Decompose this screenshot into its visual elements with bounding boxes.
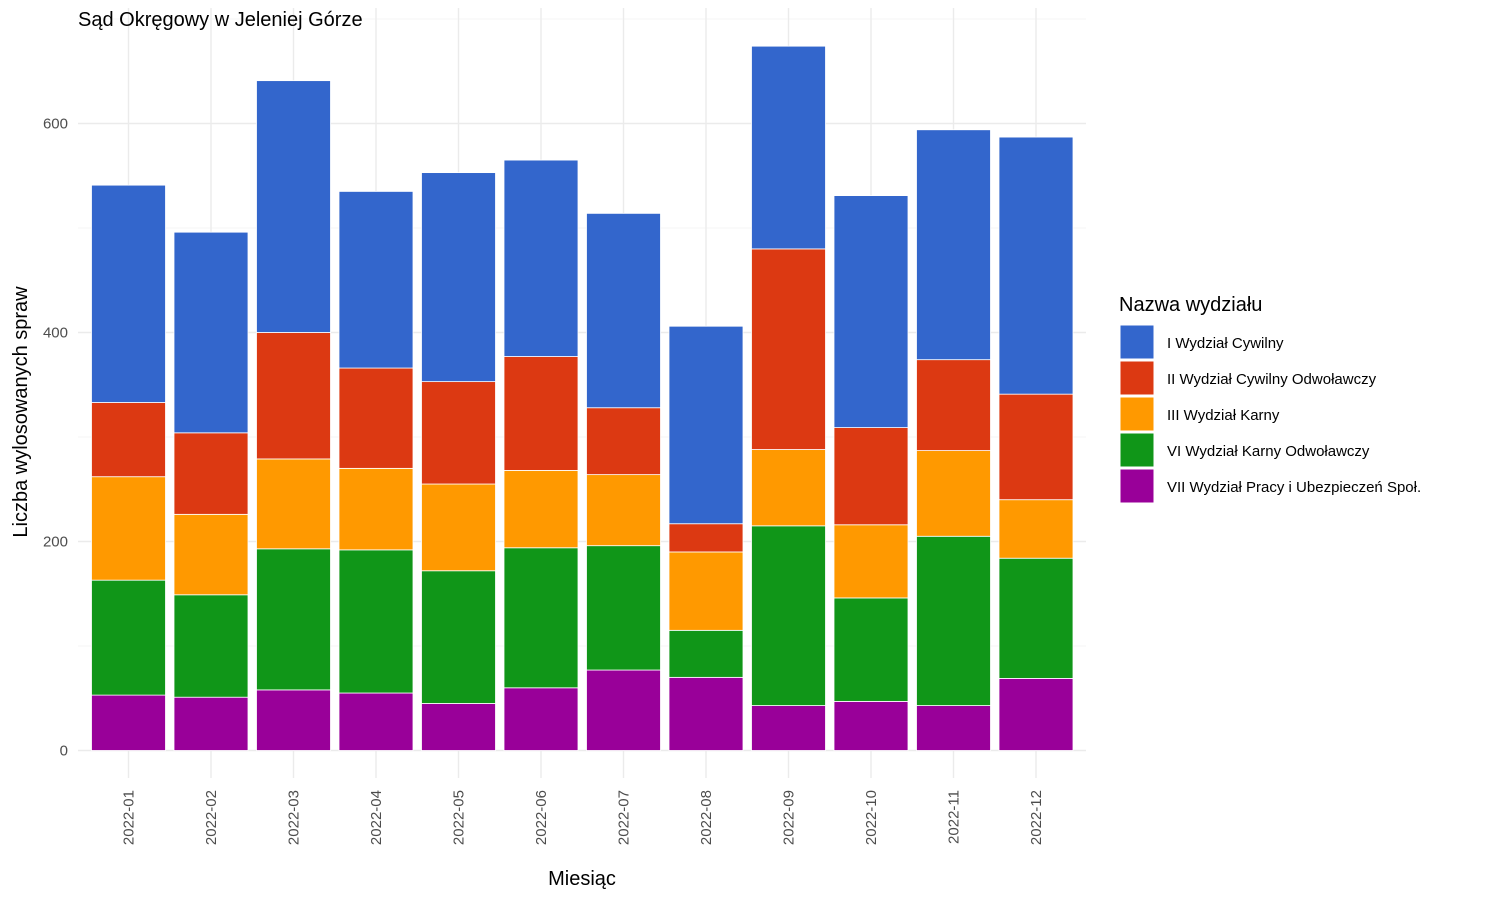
y-tick-label: 600 — [43, 116, 68, 133]
bar-segment — [173, 696, 249, 751]
bar-segment — [751, 449, 826, 527]
x-axis-title: Miesiąc — [548, 868, 616, 890]
bar-segment — [833, 427, 909, 526]
legend-label: VI Wydział Karny Odwoławczy — [1167, 443, 1370, 460]
bar-segment — [833, 195, 909, 428]
bar-segment — [586, 212, 661, 409]
bar-segment — [586, 474, 661, 547]
bar-segment — [338, 191, 414, 369]
y-tick-label: 200 — [43, 534, 68, 551]
legend-label: III Wydział Karny — [1167, 407, 1280, 424]
bar-segment — [173, 231, 249, 434]
bar-segment — [91, 476, 166, 581]
bar-segment — [916, 359, 991, 451]
bar-segment — [586, 545, 661, 671]
bar-segment — [668, 676, 744, 751]
bar-segment — [256, 80, 331, 333]
bar-segment — [668, 325, 744, 525]
x-tick-label: 2022-03 — [286, 790, 303, 845]
legend-swatch — [1119, 432, 1155, 468]
bar-segment — [751, 525, 826, 706]
x-tick-label: 2022-12 — [1028, 790, 1045, 845]
legend-items: I Wydział Cywilny II Wydział Cywilny Odwo… — [1119, 324, 1421, 504]
bar-segment — [91, 184, 166, 403]
bar-segment — [916, 129, 991, 361]
bar-segment — [916, 450, 991, 537]
bar-segment — [833, 524, 909, 599]
bar-segment — [173, 513, 249, 596]
bar-segment — [338, 549, 414, 694]
y-axis-title: Liczba wylosowanych spraw — [10, 286, 32, 538]
legend-title: Nazwa wydziału — [1119, 294, 1262, 316]
bar-segment — [338, 367, 414, 469]
bar-segment — [91, 402, 166, 478]
x-tick-label: 2022-11 — [946, 790, 963, 844]
bar-segment — [338, 467, 414, 551]
x-tick-label: 2022-04 — [368, 790, 385, 845]
bar-segment — [256, 548, 331, 691]
legend-label: I Wydział Cywilny — [1167, 335, 1284, 352]
bar-segment — [503, 470, 579, 549]
legend-swatch — [1119, 468, 1155, 504]
bar-segment — [173, 594, 249, 698]
bar-segment — [421, 483, 496, 572]
legend-swatch — [1119, 324, 1155, 360]
bar-segment — [256, 689, 331, 751]
bar-segment — [586, 407, 661, 476]
x-tick-label: 2022-02 — [203, 790, 220, 845]
bar-segment — [668, 551, 744, 631]
bar-segment — [256, 332, 331, 460]
bar-segment — [668, 523, 744, 553]
bar-segment — [503, 547, 579, 689]
bar-segment — [916, 535, 991, 706]
bar-segment — [998, 557, 1074, 679]
bar-segment — [998, 393, 1074, 501]
bar-segment — [668, 629, 744, 678]
bar-segment — [998, 136, 1074, 395]
bar-segment — [833, 700, 909, 751]
legend-swatch — [1119, 396, 1155, 432]
bar-segment — [91, 579, 166, 696]
bar-segment — [586, 669, 661, 751]
x-tick-label: 2022-06 — [533, 790, 550, 845]
legend-swatch — [1119, 360, 1155, 396]
bar-segment — [751, 45, 826, 250]
legend-label: VII Wydział Pracy i Ubezpieczeń Społ. — [1167, 479, 1421, 496]
bar-segment — [421, 172, 496, 383]
x-tick-label: 2022-07 — [616, 790, 633, 845]
bar-segment — [173, 432, 249, 515]
bar-segment — [916, 705, 991, 751]
bar-segment — [833, 597, 909, 702]
bar-segment — [751, 705, 826, 751]
bar-segment — [503, 159, 579, 357]
x-tick-label: 2022-08 — [698, 790, 715, 845]
bar-segment — [421, 703, 496, 751]
x-tick-label: 2022-05 — [451, 790, 468, 845]
y-tick-label: 400 — [43, 325, 68, 342]
bar-segment — [503, 687, 579, 751]
chart-title: Sąd Okręgowy w Jeleniej Górze — [78, 9, 363, 31]
bar-segment — [998, 499, 1074, 559]
x-tick-label: 2022-01 — [121, 790, 138, 845]
legend-label: II Wydział Cywilny Odwoławczy — [1167, 371, 1377, 388]
bar-segment — [338, 692, 414, 751]
x-tick-label: 2022-09 — [781, 790, 798, 845]
bar-segment — [256, 458, 331, 550]
bar-segment — [91, 694, 166, 751]
y-tick-label: 0 — [60, 743, 68, 760]
legend: Nazwa wydziału I Wydział Cywilny II Wydzi… — [1119, 294, 1421, 504]
bar-segment — [421, 570, 496, 704]
bars-layer — [91, 45, 1074, 751]
x-tick-label: 2022-10 — [863, 790, 880, 845]
bar-segment — [998, 677, 1074, 751]
bar-segment — [503, 356, 579, 471]
bar-segment — [751, 248, 826, 450]
axis-layer: 0 200 400 600 2022-01 2022-02 2022-03 2022-04 20… — [43, 116, 1045, 846]
bar-segment — [421, 381, 496, 485]
